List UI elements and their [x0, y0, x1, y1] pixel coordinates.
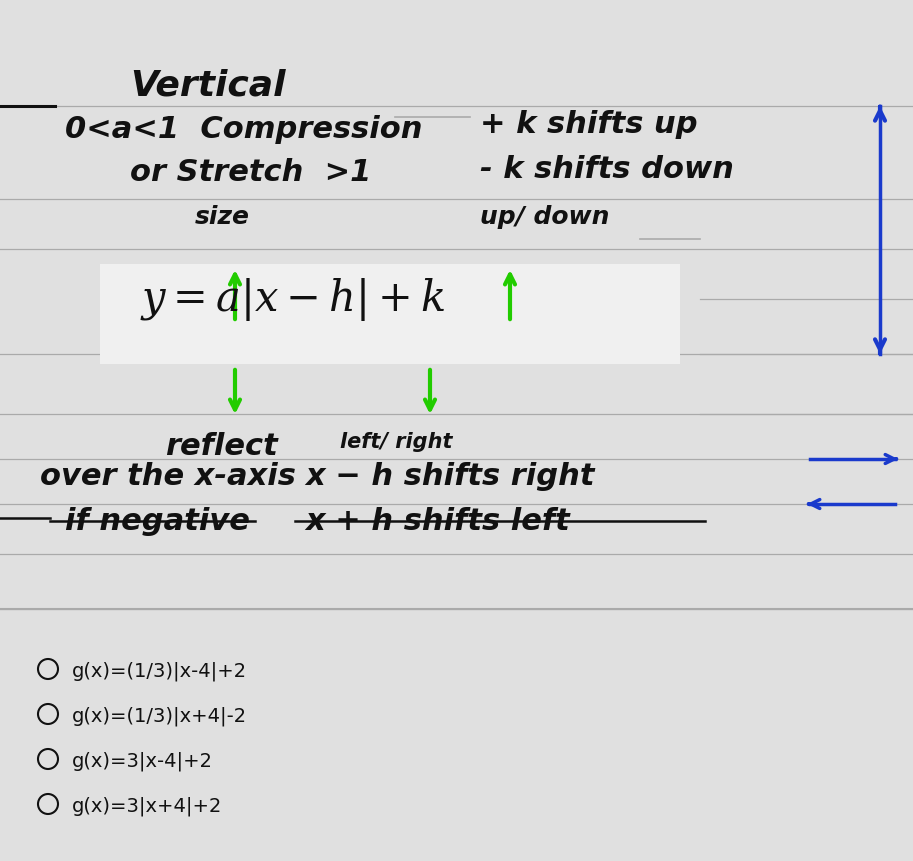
Text: $y = a|x - h| + k$: $y = a|x - h| + k$ — [140, 276, 445, 323]
Text: left/ right: left/ right — [340, 431, 453, 451]
Text: x − h shifts right: x − h shifts right — [305, 461, 594, 491]
Text: 0<a<1  Compression: 0<a<1 Compression — [65, 115, 423, 144]
Text: if negative: if negative — [65, 506, 250, 536]
Text: x + h shifts left: x + h shifts left — [305, 506, 570, 536]
Text: Vertical: Vertical — [130, 68, 286, 102]
Text: g(x)=(1/3)|x-4|+2: g(x)=(1/3)|x-4|+2 — [72, 660, 247, 680]
Text: g(x)=3|x-4|+2: g(x)=3|x-4|+2 — [72, 751, 213, 770]
Text: over the x-axis: over the x-axis — [40, 461, 296, 491]
Text: up/ down: up/ down — [480, 205, 609, 229]
Text: g(x)=(1/3)|x+4|-2: g(x)=(1/3)|x+4|-2 — [72, 705, 247, 725]
Text: - k shifts down: - k shifts down — [480, 155, 734, 183]
Text: reflect: reflect — [165, 431, 278, 461]
FancyBboxPatch shape — [100, 264, 680, 364]
Text: or Stretch  >1: or Stretch >1 — [130, 158, 372, 187]
Text: g(x)=3|x+4|+2: g(x)=3|x+4|+2 — [72, 796, 223, 815]
Text: size: size — [195, 205, 250, 229]
Text: + k shifts up: + k shifts up — [480, 110, 698, 139]
